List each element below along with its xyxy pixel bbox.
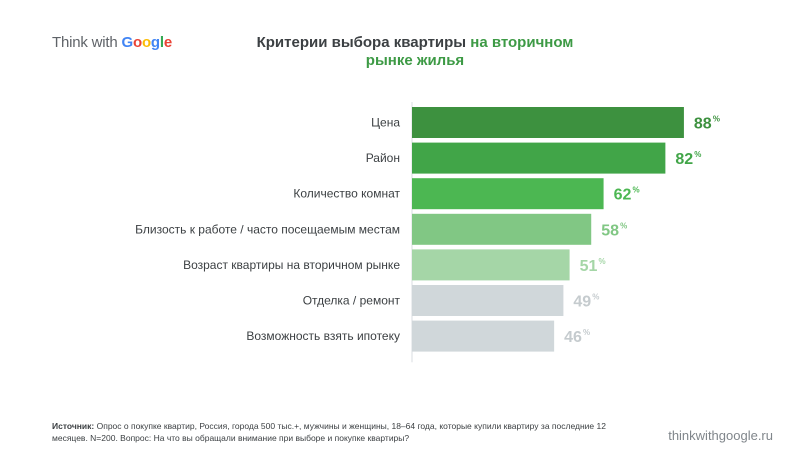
value-label: 88 [694,116,712,133]
category-label: Отделка / ремонт [303,294,401,308]
category-label: Близость к работе / часто посещаемым мес… [135,222,400,236]
category-label: Возможность взять ипотеку [246,329,400,343]
value-label: 46 [564,329,582,346]
bar [412,249,570,281]
chart-title: Критерии выбора квартиры на вторичном ры… [200,34,630,70]
value-suffix: % [583,328,590,337]
google-wordmark: Google [121,34,173,51]
category-label: Количество комнат [293,187,400,201]
source-note: Источник: Опрос о покупке квартир, Росси… [52,420,612,444]
bar [412,107,684,138]
value-label: 51 [580,258,598,275]
bar [412,285,564,316]
title-highlight-2: рынке жилья [365,52,465,69]
bar [412,213,592,245]
bar [412,142,666,174]
value-label: 58 [601,222,619,239]
source-label: Источник: [52,421,95,431]
think-with-google-logo: Think with Google [52,34,172,51]
site-url: thinkwithgoogle.ru [668,428,773,443]
category-label: Возраст квартиры на вторичном рынке [183,258,400,272]
value-suffix: % [632,186,639,195]
value-suffix: % [620,221,627,230]
value-label: 49 [573,294,591,311]
title-main: Критерии выбора квартиры [256,34,471,51]
value-suffix: % [713,115,720,124]
value-suffix: % [592,293,599,302]
source-text: Опрос о покупке квартир, Россия, города … [52,421,606,443]
logo-prefix: Think with [52,34,122,51]
title-highlight-1: на вторичном [470,34,574,51]
value-label: 82 [675,151,693,168]
bar [412,178,604,210]
value-suffix: % [694,150,701,159]
category-label: Район [366,151,400,165]
bar [412,320,555,352]
value-label: 62 [614,187,632,204]
category-label: Цена [371,116,400,130]
value-suffix: % [598,257,605,266]
